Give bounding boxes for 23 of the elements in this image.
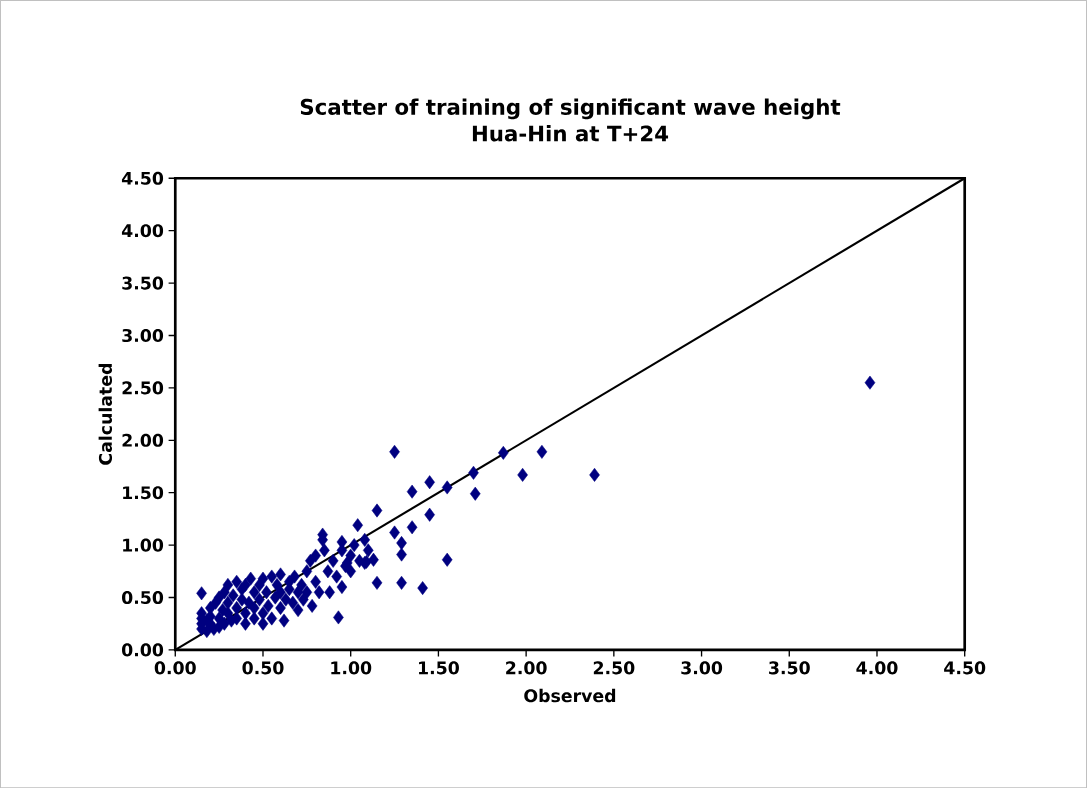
y-tick-label: 4.00 — [121, 224, 164, 238]
x-tick-label: 3.50 — [769, 661, 810, 675]
y-tick-label: 3.50 — [122, 276, 164, 290]
y-axis-title: Calculated — [98, 363, 113, 465]
y-tick-label: 4.50 — [121, 171, 164, 185]
x-tick-label: 1.00 — [331, 661, 372, 675]
x-tick-label: 0.00 — [154, 661, 196, 675]
x-tick-label: 2.00 — [506, 661, 547, 675]
y-tick-label: 0.50 — [122, 590, 164, 604]
x-tick-label: 1.50 — [419, 661, 459, 675]
y-tick-label: 1.00 — [123, 538, 164, 552]
y-tick-label: 2.50 — [122, 381, 164, 395]
y-tick-label: 1.50 — [123, 486, 164, 500]
chart-title: Scatter of training of significant wave height Hua-Hin at T+24 — [300, 98, 841, 142]
y-tick-label: 2.00 — [122, 433, 164, 447]
x-tick-label: 0.50 — [242, 661, 284, 675]
y-tick-label: 3.00 — [122, 328, 164, 342]
y-tick-label: 0.00 — [122, 643, 164, 657]
x-tick-label: 2.50 — [593, 661, 635, 675]
x-axis-title: Observed — [524, 688, 616, 703]
x-tick-label: 4.00 — [856, 661, 898, 675]
x-tick-label: 3.00 — [681, 661, 723, 675]
x-tick-label: 4.50 — [944, 661, 986, 675]
